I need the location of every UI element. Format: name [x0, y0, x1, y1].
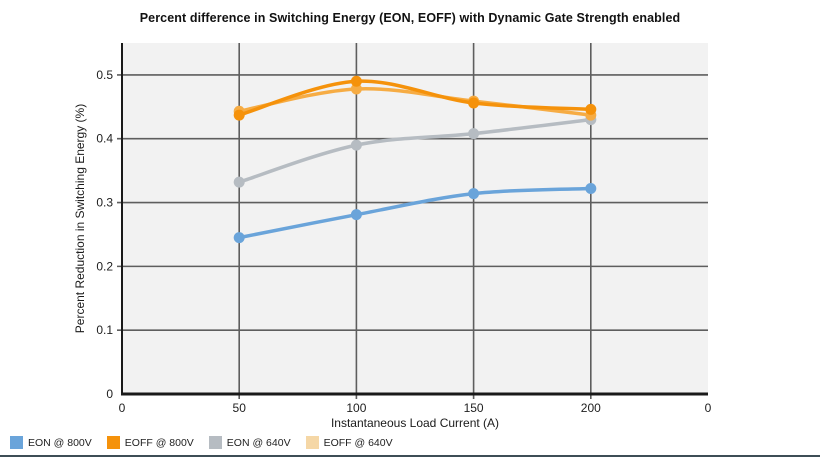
data-point-eoff-800v: [233, 109, 245, 121]
svg-text:100: 100: [346, 401, 366, 415]
y-tick-labels: 0 0.1 0.2 0.3 0.4 0.5: [96, 68, 113, 401]
data-point-eoff-800v: [350, 75, 362, 87]
series-eon-640v: [233, 114, 597, 188]
series-line-eon-800v: [237, 186, 593, 240]
bottom-divider: [0, 455, 820, 457]
data-point-eon-640v: [233, 176, 245, 188]
legend-label-eoff-800v: EOFF @ 800V: [124, 436, 194, 449]
data-point-eon-800v: [233, 232, 245, 244]
series-line-eoff-800v: [237, 79, 593, 117]
svg-text:0.5: 0.5: [96, 68, 113, 82]
svg-text:0.2: 0.2: [96, 259, 113, 273]
legend-item-eoff-800v: EOFF @ 800V: [106, 436, 194, 449]
legend-swatch-eoff-640v: [305, 436, 319, 449]
series-eon-800v: [233, 183, 597, 244]
legend-swatch-eoff-800v: [106, 436, 120, 449]
legend-item-eon-640v: EON @ 640V: [208, 436, 291, 449]
y-axis-title: Percent Reduction in Switching Energy (%…: [73, 104, 87, 333]
svg-text:0: 0: [705, 401, 712, 415]
legend-item-eoff-640v: EOFF @ 640V: [305, 436, 393, 449]
svg-text:0: 0: [119, 401, 126, 415]
data-point-eon-800v: [468, 188, 480, 200]
chart-legend: EON @ 800V EOFF @ 800V EON @ 640V EOFF @ 64…: [10, 436, 408, 449]
x-axis-title: Instantaneous Load Current (A): [331, 416, 499, 430]
legend-swatch-eon-640v: [208, 436, 222, 449]
x-tick-labels: 0 50 100 150 200 0: [119, 401, 712, 415]
series-line-eon-640v: [237, 117, 593, 184]
svg-text:0.4: 0.4: [96, 132, 113, 146]
data-point-eoff-800v: [585, 103, 597, 115]
data-point-eon-640v: [468, 128, 480, 140]
data-point-eon-800v: [350, 209, 362, 221]
plot-area: [122, 43, 708, 394]
legend-label-eon-800v: EON @ 800V: [28, 436, 92, 449]
data-point-eon-640v: [350, 139, 362, 151]
svg-text:150: 150: [464, 401, 484, 415]
svg-text:0.3: 0.3: [96, 196, 113, 210]
svg-text:0: 0: [106, 387, 113, 401]
series-eoff-800v: [233, 75, 597, 121]
svg-text:200: 200: [581, 401, 601, 415]
data-point-eon-800v: [585, 183, 597, 195]
chart-title: Percent difference in Switching Energy (…: [139, 11, 681, 25]
svg-text:0.1: 0.1: [96, 323, 113, 337]
legend-label-eoff-640v: EOFF @ 640V: [323, 436, 393, 449]
legend-swatch-eon-800v: [10, 436, 23, 449]
line-chart-canvas: 0 0.1 0.2 0.3 0.4 0.5 0 50 100 150 200 0 Instantaneo…: [73, 43, 712, 430]
svg-text:50: 50: [233, 401, 247, 415]
data-point-eoff-640v: [350, 83, 362, 95]
legend-label-eon-640v: EON @ 640V: [226, 436, 291, 449]
legend-item-eon-800v: EON @ 800V: [10, 436, 92, 449]
data-point-eoff-800v: [468, 97, 480, 109]
